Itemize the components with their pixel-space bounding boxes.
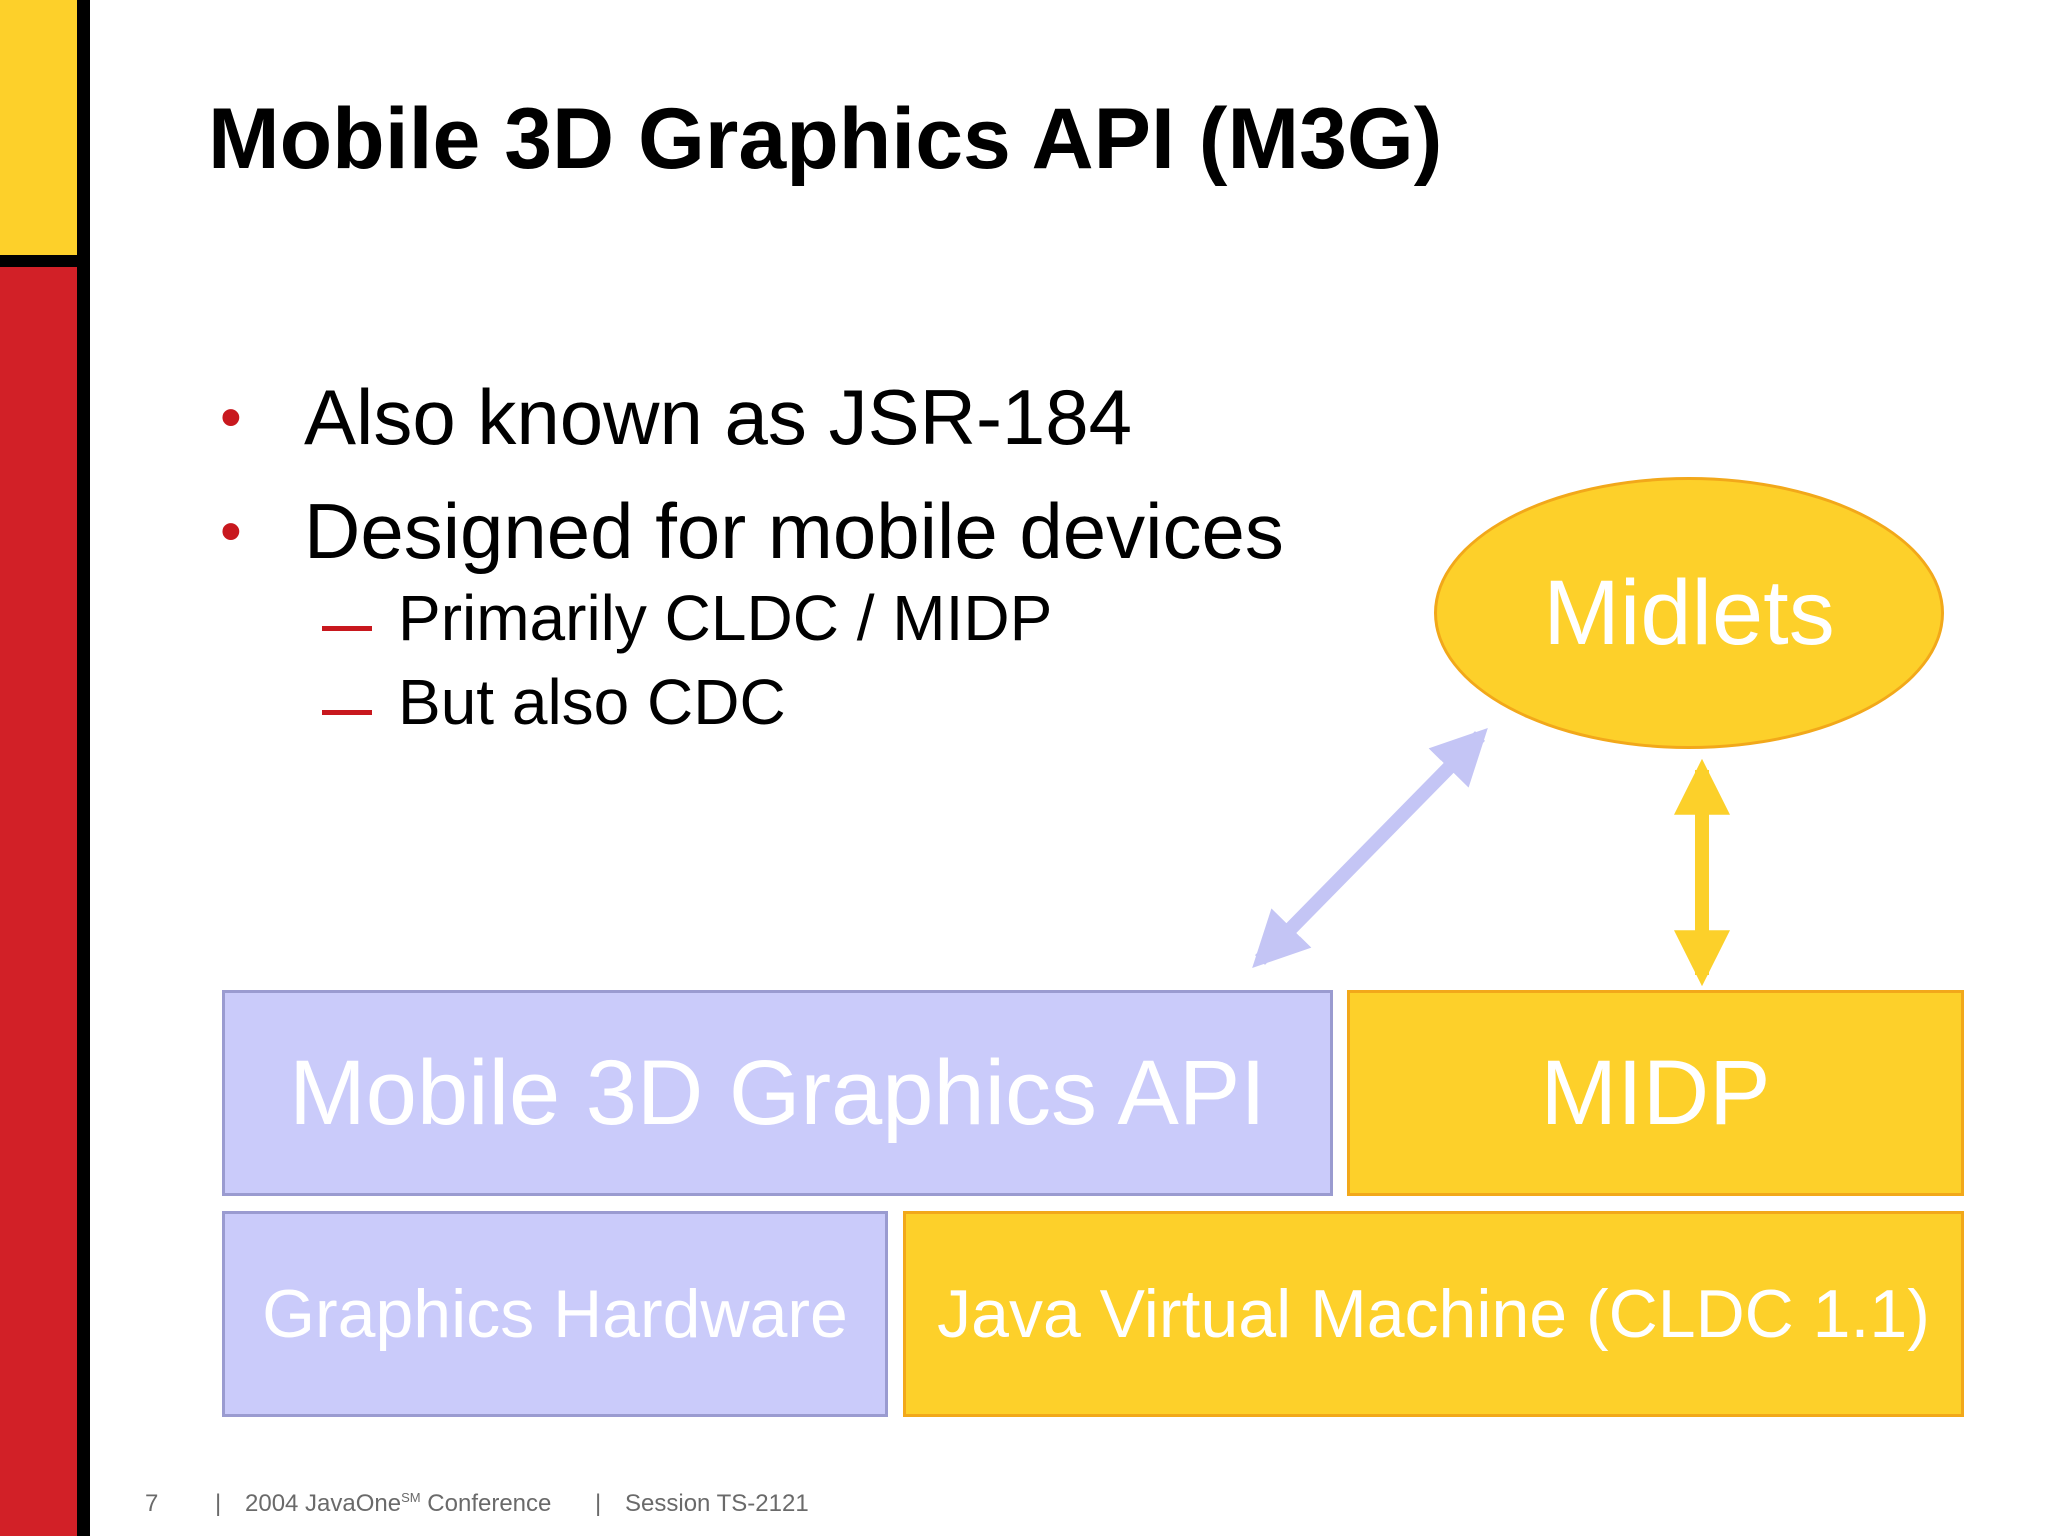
bullet-text: Designed for mobile devices [304, 487, 1284, 575]
footer-separator: | [215, 1490, 222, 1517]
jvm-box: Java Virtual Machine (CLDC 1.1) [903, 1211, 1964, 1417]
sub-bullet-text: Primarily CLDC / MIDP [398, 582, 1053, 654]
sidebar-yellow-block [0, 0, 77, 255]
page-number: 7 [145, 1490, 159, 1517]
sub-bullet-text: But also CDC [398, 666, 786, 738]
graphics-hardware-box: Graphics Hardware [222, 1211, 888, 1417]
sidebar-red-block [0, 267, 77, 1536]
footer-separator: | [595, 1490, 602, 1517]
m3g-midlets-arrow [1252, 728, 1488, 968]
m3g-api-box: Mobile 3D Graphics API [222, 990, 1333, 1196]
sidebar-divider [0, 255, 77, 267]
midlets-ellipse: Midlets [1434, 477, 1944, 749]
session-label: Session TS-2121 [625, 1490, 809, 1517]
sidebar-black-rule [77, 0, 90, 1536]
slide-title: Mobile 3D Graphics API (M3G) [208, 91, 1443, 187]
conference-label: 2004 JavaOneSM Conference [245, 1490, 552, 1517]
bullet-marker: • [220, 497, 242, 566]
midp-box: MIDP [1347, 990, 1964, 1196]
dash-marker [322, 710, 372, 715]
dash-marker [322, 626, 372, 631]
bullet-text: Also known as JSR-184 [304, 373, 1133, 461]
bullet-marker: • [220, 383, 242, 452]
